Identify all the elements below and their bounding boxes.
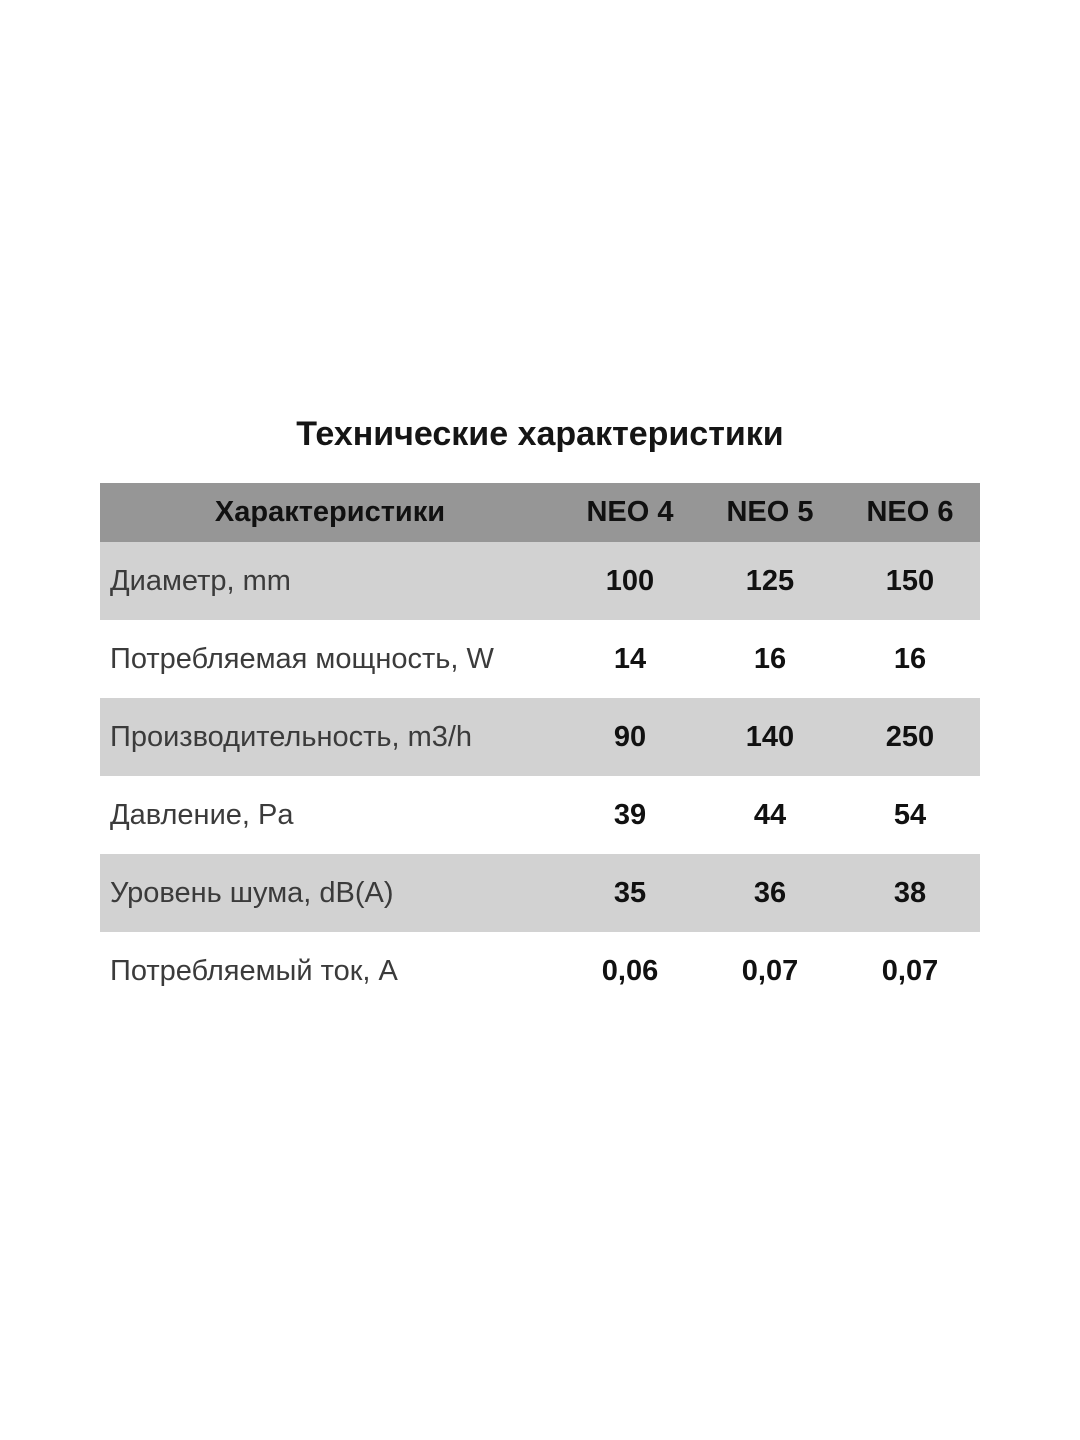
row-value-neo4: 90: [613, 720, 647, 753]
row-value-neo5: 0,07: [741, 954, 799, 987]
row-value-neo6: 38: [893, 876, 927, 909]
table-row-airflow: Производительность, m3/h 90 140 250: [100, 698, 980, 776]
row-value-neo5: 16: [753, 642, 787, 675]
row-label: Диаметр, mm: [110, 564, 291, 597]
header-col-neo5: NEO 5: [726, 496, 814, 528]
table-row-diameter: Диаметр, mm 100 125 150: [100, 542, 980, 620]
row-label: Производительность, m3/h: [110, 720, 473, 753]
row-value-neo4: 100: [605, 564, 655, 597]
header-characteristics-label: Характеристики: [214, 496, 446, 528]
row-value-neo5: 36: [753, 876, 787, 909]
row-value-neo6: 16: [893, 642, 927, 675]
table-row-noise: Уровень шума, dB(A) 35 36 38: [100, 854, 980, 932]
table-row-power: Потребляемая мощность, W 14 16 16: [100, 620, 980, 698]
page-title: Технические характеристики: [296, 415, 784, 453]
row-label: Уровень шума, dB(A): [110, 876, 394, 909]
row-value-neo6: 54: [893, 798, 927, 831]
header-col-neo4: NEO 4: [586, 496, 674, 528]
table-row-pressure: Давление, Pa 39 44 54: [100, 776, 980, 854]
row-value-neo5: 140: [745, 720, 795, 753]
row-label: Давление, Pa: [110, 798, 294, 831]
row-value-neo5: 44: [753, 798, 787, 831]
row-value-neo6: 0,07: [881, 954, 939, 987]
row-label: Потребляемый ток, A: [110, 954, 398, 987]
row-value-neo5: 125: [745, 564, 795, 597]
row-value-neo4: 14: [613, 642, 647, 675]
row-label: Потребляемая мощность, W: [110, 642, 494, 675]
spec-table: Характеристики NEO 4 NEO 5 NEO 6 Диаметр…: [100, 483, 980, 1010]
row-value-neo4: 35: [613, 876, 647, 909]
header-col-neo6: NEO 6: [866, 496, 954, 528]
row-value-neo4: 39: [613, 798, 647, 831]
row-value-neo6: 150: [885, 564, 935, 597]
row-value-neo6: 250: [885, 720, 935, 753]
table-header-row: Характеристики NEO 4 NEO 5 NEO 6: [100, 483, 980, 542]
table-row-current: Потребляемый ток, A 0,06 0,07 0,07: [100, 932, 980, 1010]
row-value-neo4: 0,06: [601, 954, 659, 987]
